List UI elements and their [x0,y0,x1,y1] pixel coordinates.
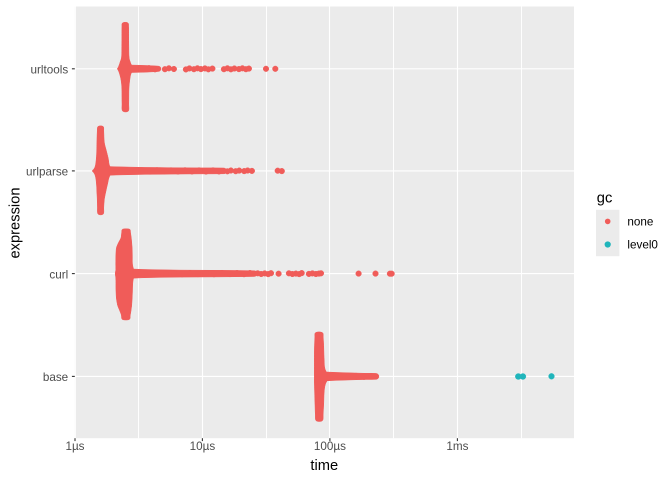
svg-text:1ms: 1ms [446,440,468,453]
svg-text:urltools: urltools [31,64,69,77]
svg-text:urlparse: urlparse [26,166,68,179]
svg-text:level0: level0 [627,239,658,252]
svg-text:expression: expression [8,187,24,258]
svg-text:curl: curl [49,268,68,281]
svg-text:gc: gc [597,190,613,206]
svg-text:none: none [627,216,653,229]
svg-text:time: time [310,458,338,474]
svg-text:1µs: 1µs [65,440,84,453]
svg-text:base: base [43,371,68,384]
svg-text:10µs: 10µs [190,440,216,453]
svg-text:100µs: 100µs [314,440,346,453]
